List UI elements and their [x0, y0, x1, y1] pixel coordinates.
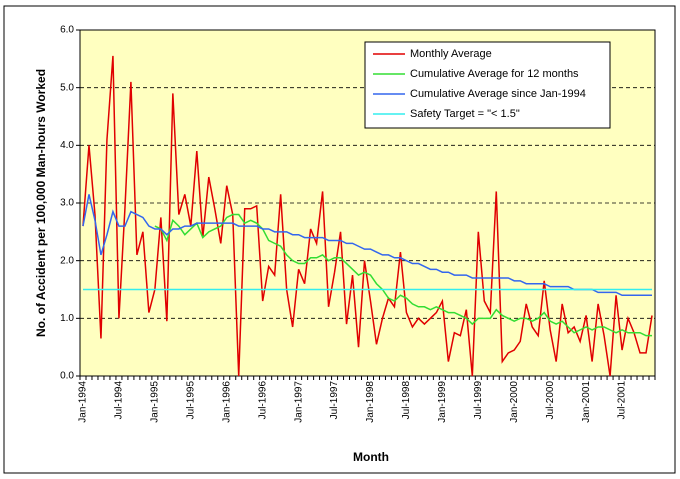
y-tick-label: 1.0: [60, 313, 74, 324]
x-tick-label: Jan-1997: [293, 381, 304, 423]
x-tick-label: Jan-1994: [78, 381, 89, 423]
x-tick-label: Jan-1998: [365, 381, 376, 423]
legend-label: Safety Target = "< 1.5": [410, 108, 520, 120]
x-tick-label: Jul-2000: [545, 381, 556, 420]
x-tick-label: Jan-2000: [509, 381, 520, 423]
x-tick-label: Jul-1994: [114, 381, 125, 420]
x-tick-label: Jan-1995: [150, 381, 161, 423]
y-tick-label: 3.0: [60, 198, 74, 209]
x-tick-label: Jan-1996: [221, 381, 232, 423]
y-tick-label: 5.0: [60, 82, 74, 93]
x-tick-label: Jul-1997: [329, 381, 340, 420]
legend-box: [364, 41, 611, 129]
x-tick-label: Jul-2001: [617, 381, 628, 420]
series-line: [82, 194, 653, 297]
series-line: [154, 213, 653, 337]
legend-label: Cumulative Average since Jan-1994: [410, 88, 586, 100]
x-tick-label: Jul-1996: [257, 381, 268, 420]
series-line: [82, 55, 653, 377]
y-tick-label: 2.0: [60, 255, 74, 266]
x-axis-label: Month: [353, 450, 389, 464]
legend-label: Monthly Average: [410, 48, 492, 60]
y-tick-label: 0.0: [60, 371, 74, 382]
y-axis-label: No. of Accident per 100,000 Man-hours Wo…: [34, 69, 48, 337]
legend-label: Cumulative Average for 12 months: [410, 68, 579, 80]
x-tick-label: Jul-1999: [473, 381, 484, 420]
x-tick-label: Jul-1998: [401, 381, 412, 420]
y-tick-label: 6.0: [60, 25, 74, 36]
x-tick-label: Jan-1999: [437, 381, 448, 423]
x-tick-label: Jan-2001: [581, 381, 592, 423]
x-tick-label: Jul-1995: [185, 381, 196, 420]
y-tick-label: 4.0: [60, 140, 74, 151]
